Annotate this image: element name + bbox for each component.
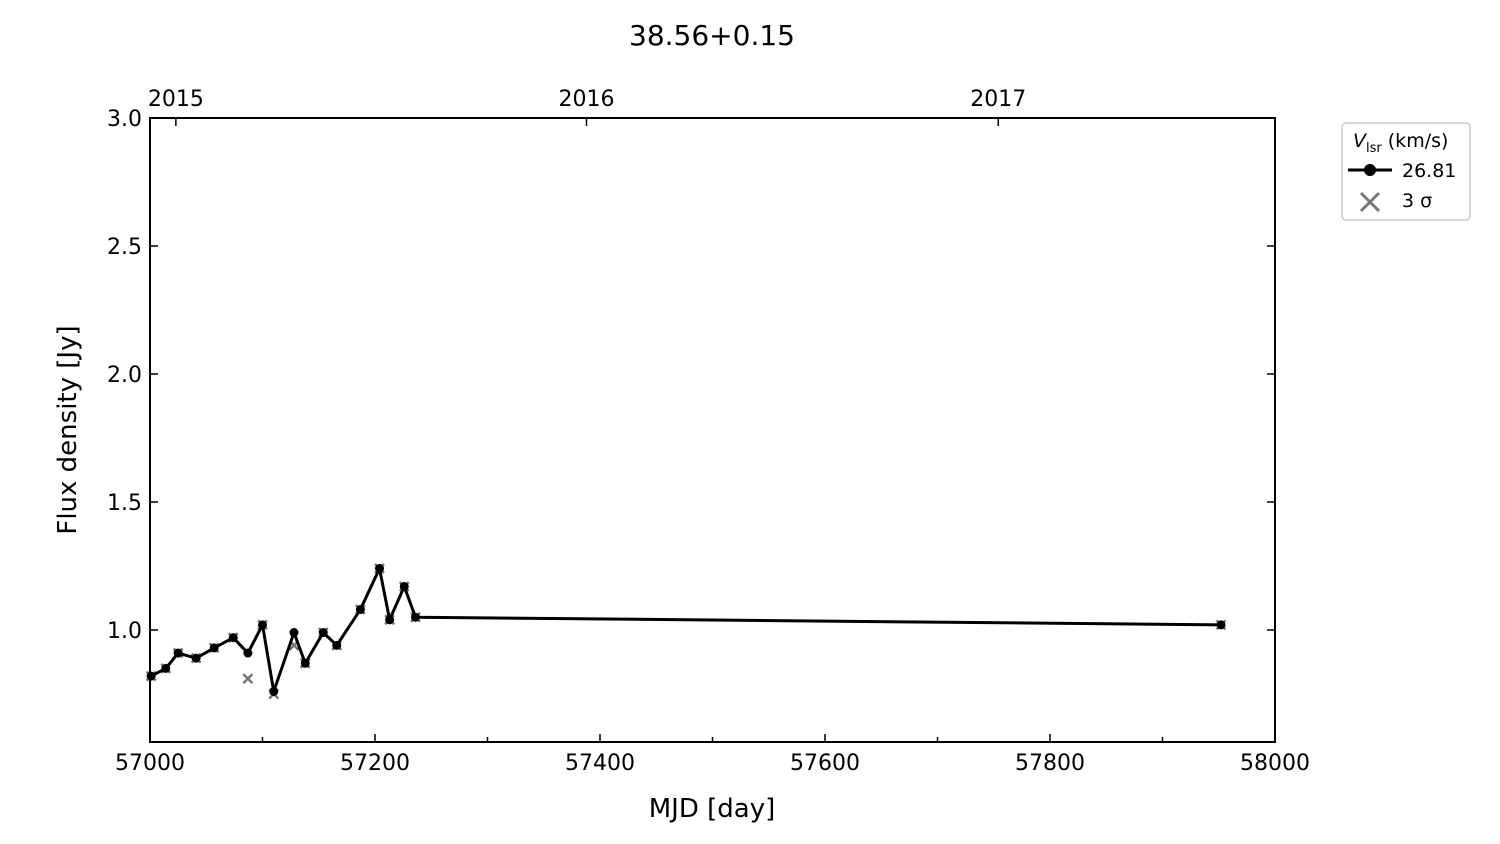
series-line <box>150 563 1222 692</box>
legend: Vlsr (km/s) 26.81 3 σ <box>1341 122 1471 221</box>
data-point <box>318 628 328 638</box>
x-tick-label: 57800 <box>1015 751 1085 776</box>
data-point <box>173 648 183 658</box>
legend-title: Vlsr (km/s) <box>1353 130 1448 156</box>
x-tick-label: 58000 <box>1240 751 1310 776</box>
legend-marker-circle <box>1364 164 1376 176</box>
data-point <box>355 605 365 615</box>
y-tick-label: 3.0 <box>107 107 142 132</box>
data-point <box>385 615 395 625</box>
data-point <box>228 633 238 643</box>
data-point <box>332 640 342 650</box>
x-tick-label: 57200 <box>340 751 410 776</box>
data-point <box>375 564 384 574</box>
legend-entry-series: 26.81 <box>1402 160 1456 182</box>
y-tick-label: 1.5 <box>107 491 142 516</box>
x-tick-label: 57400 <box>565 751 635 776</box>
top-tick-label: 2016 <box>559 87 615 112</box>
data-point <box>399 581 409 591</box>
data-point <box>191 653 201 663</box>
y-tick-label: 2.0 <box>107 363 142 388</box>
data-point <box>258 620 267 630</box>
chart-title: 38.56+0.15 <box>629 19 795 52</box>
data-point <box>243 648 253 658</box>
data-point <box>300 658 310 668</box>
data-point <box>411 612 420 622</box>
top-tick-label: 2015 <box>148 87 204 112</box>
y-tick-label: 2.5 <box>107 235 142 260</box>
data-point <box>1216 620 1226 630</box>
x-tick-label: 57000 <box>115 751 185 776</box>
y-axis-label: Flux density [Jy] <box>53 325 83 534</box>
legend-marker-x <box>1359 191 1381 213</box>
y-tick-label: 1.0 <box>107 619 142 644</box>
data-point <box>209 643 219 653</box>
sigma-marker <box>242 673 254 685</box>
x-axis-label: MJD [day] <box>649 794 776 824</box>
data-point <box>289 628 299 638</box>
data-point <box>161 663 171 673</box>
x-tick-label: 57600 <box>790 751 860 776</box>
top-tick-label: 2017 <box>970 87 1026 112</box>
data-point <box>146 671 156 681</box>
legend-entry-sigma: 3 σ <box>1402 190 1432 212</box>
plot-frame <box>149 117 1276 743</box>
data-point <box>269 686 279 696</box>
